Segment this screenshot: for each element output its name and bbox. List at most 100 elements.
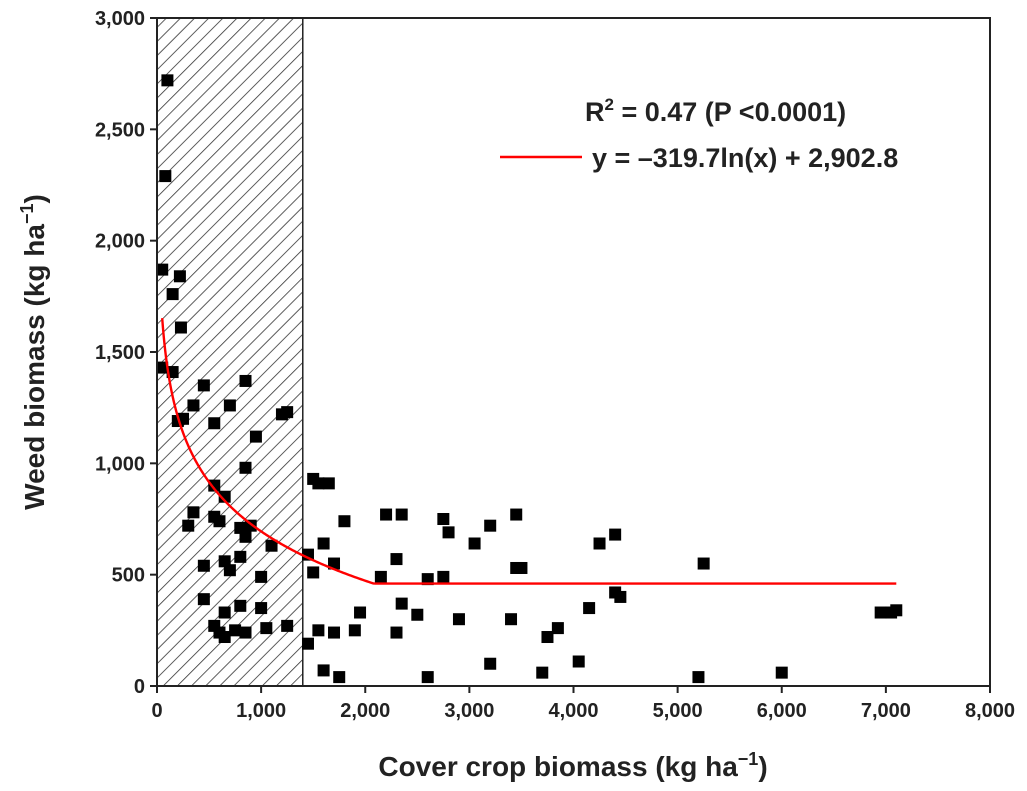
data-point (255, 602, 268, 615)
data-point (697, 557, 710, 570)
data-point (583, 602, 596, 615)
r-squared-superscript: 2 (605, 95, 614, 114)
plot-frame (156, 17, 991, 687)
x-tick-label: 8,000 (965, 700, 1015, 722)
data-point (452, 613, 465, 626)
data-point (354, 606, 367, 619)
fit-curve (161, 318, 897, 585)
data-points (157, 74, 903, 684)
data-point (421, 671, 434, 684)
data-point (484, 657, 497, 670)
data-point (239, 461, 252, 474)
data-point (255, 570, 268, 583)
data-point (874, 606, 887, 619)
data-point (395, 597, 408, 610)
x-tick-label: 3,000 (444, 700, 494, 722)
r-squared-value: = 0.47 (P <0.0001) (614, 97, 846, 127)
y-tick-label: 2,000 (95, 231, 145, 253)
data-point (395, 508, 408, 521)
data-point (174, 321, 187, 334)
data-point (338, 515, 351, 528)
data-point (265, 539, 278, 552)
data-point (234, 550, 247, 563)
data-point (229, 624, 242, 637)
x-tick-label: 6,000 (757, 700, 807, 722)
data-point (159, 170, 172, 183)
data-point (208, 479, 221, 492)
data-point (166, 288, 179, 301)
data-point (609, 528, 622, 541)
data-point (239, 530, 252, 543)
data-point (249, 430, 262, 443)
data-point (260, 622, 273, 635)
data-point (187, 506, 200, 519)
x-axis-label: Cover crop biomass (kg ha−1) (378, 749, 767, 782)
data-point (218, 606, 231, 619)
data-point (182, 519, 195, 532)
data-point (239, 374, 252, 387)
data-point (197, 379, 210, 392)
x-tick-label: 0 (151, 700, 162, 722)
data-point (572, 655, 585, 668)
r-squared-prefix: R (585, 97, 605, 127)
data-point (380, 508, 393, 521)
x-tick-label: 2,000 (340, 700, 390, 722)
data-point (239, 626, 252, 639)
r-squared-annotation: R2 = 0.47 (P <0.0001) (585, 95, 846, 127)
data-point (692, 671, 705, 684)
data-point (890, 604, 903, 617)
data-point (223, 564, 236, 577)
y-axis-label-main: Weed biomass (kg ha (19, 224, 50, 510)
data-point (442, 526, 455, 539)
data-point (510, 508, 523, 521)
data-point (161, 74, 174, 87)
data-point (390, 553, 403, 566)
data-point (411, 608, 424, 621)
data-point (536, 666, 549, 679)
x-tick-label: 5,000 (653, 700, 703, 722)
data-point (301, 637, 314, 650)
data-point (468, 537, 481, 550)
data-point (281, 619, 294, 632)
data-point (213, 515, 226, 528)
data-point (307, 566, 320, 579)
y-tick-label: 0 (134, 676, 145, 698)
data-point (234, 599, 247, 612)
data-point (328, 626, 341, 639)
y-tick-label: 2,500 (95, 119, 145, 141)
y-tick-label: 1,000 (95, 453, 145, 475)
x-axis-label-end: ) (758, 751, 767, 782)
data-point (322, 477, 335, 490)
data-point (312, 624, 325, 637)
x-tick-label: 4,000 (548, 700, 598, 722)
y-axis-label-superscript: −1 (17, 204, 37, 225)
data-point (421, 573, 434, 586)
data-point (281, 406, 294, 419)
data-point (437, 570, 450, 583)
legend: y = –319.7ln(x) + 2,902.8 (500, 143, 898, 173)
y-tick-label: 500 (112, 565, 145, 587)
data-point (390, 626, 403, 639)
axis-ticks: 0 1,000 2,000 3,000 4,000 5,000 6,000 7,000 8,00… (95, 8, 1015, 722)
data-point (208, 417, 221, 430)
data-point (614, 590, 627, 603)
data-point (541, 631, 554, 644)
x-tick-label: 1,000 (236, 700, 286, 722)
data-point (218, 631, 231, 644)
data-point (317, 537, 330, 550)
data-point (348, 624, 361, 637)
data-point (157, 361, 169, 374)
x-axis-label-main: Cover crop biomass (kg ha (378, 751, 738, 782)
data-point (187, 399, 200, 412)
data-point (333, 671, 346, 684)
data-point (374, 570, 387, 583)
data-point (173, 270, 186, 283)
data-point (312, 477, 325, 490)
data-point (317, 664, 330, 677)
y-axis-label-end: ) (19, 194, 50, 203)
data-point (197, 559, 210, 572)
data-point (505, 613, 518, 626)
data-point (484, 519, 497, 532)
data-point (157, 263, 169, 276)
